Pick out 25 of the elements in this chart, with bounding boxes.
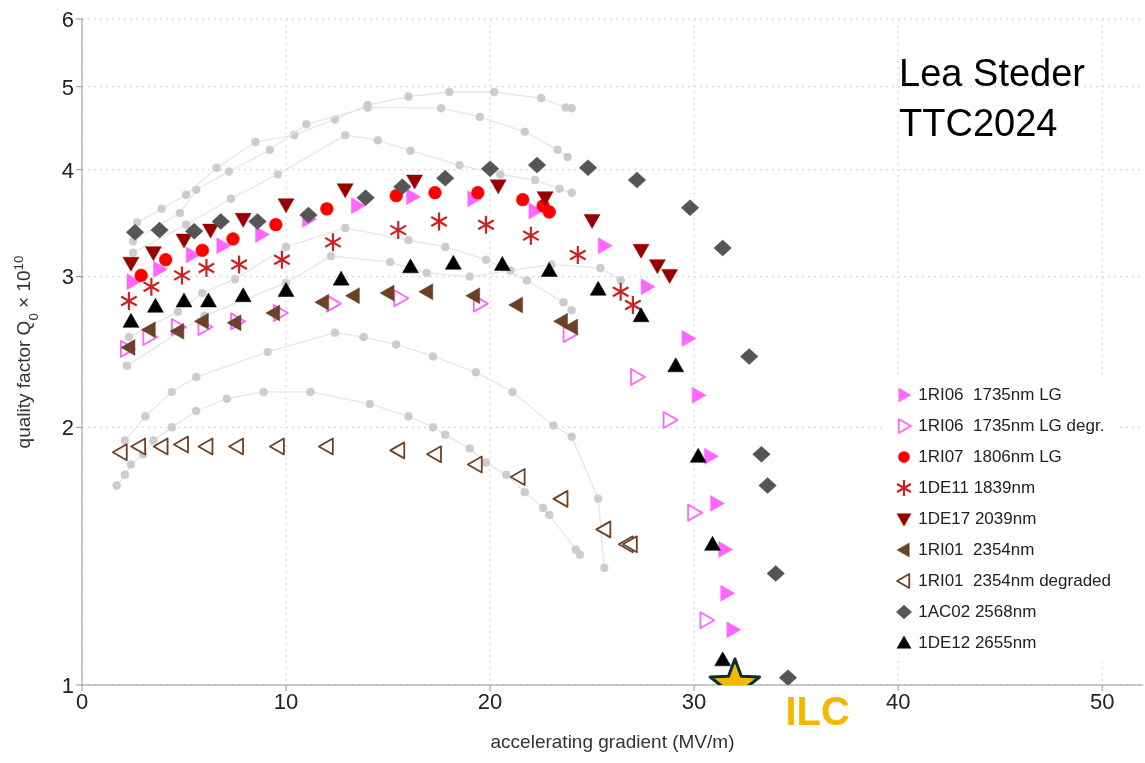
- legend-label: 1DE12 2655nm: [918, 632, 1037, 653]
- x-tick-label: 50: [1089, 688, 1115, 714]
- y-tick-label: 4: [61, 157, 74, 183]
- legend-label: 1RI01 2354nm degraded: [918, 570, 1111, 591]
- annotation: TTC2024: [899, 101, 1059, 146]
- legend-label: 1RI01 2354nm: [918, 539, 1035, 560]
- legend-label: 1RI07 1806nm LG: [918, 446, 1062, 467]
- x-tick-label: 20: [477, 688, 503, 714]
- annotation: Lea Steder: [899, 51, 1085, 96]
- x-tick-label: 30: [681, 688, 707, 714]
- y-tick-label: 6: [61, 6, 74, 32]
- legend-label: 1DE17 2039nm: [918, 508, 1037, 529]
- series-label: ILC: [785, 689, 850, 734]
- x-tick-label: 40: [885, 688, 911, 714]
- legend-label: 1RI06 1735nm LG: [918, 384, 1062, 405]
- x-axis-title: accelerating gradient (MV/m): [490, 731, 735, 752]
- x-tick-label: 10: [273, 688, 299, 714]
- legend-label: 1RI06 1735nm LG degr.: [918, 415, 1105, 436]
- y-tick-label: 5: [61, 74, 74, 100]
- y-tick-label: 3: [61, 264, 74, 290]
- legend-label: 1DE11 1839nm: [918, 477, 1036, 498]
- legend-label: 1AC02 2568nm: [918, 601, 1037, 622]
- x-tick-label: 0: [75, 688, 89, 714]
- y-tick-label: 1: [61, 672, 74, 698]
- y-tick-label: 2: [61, 415, 74, 441]
